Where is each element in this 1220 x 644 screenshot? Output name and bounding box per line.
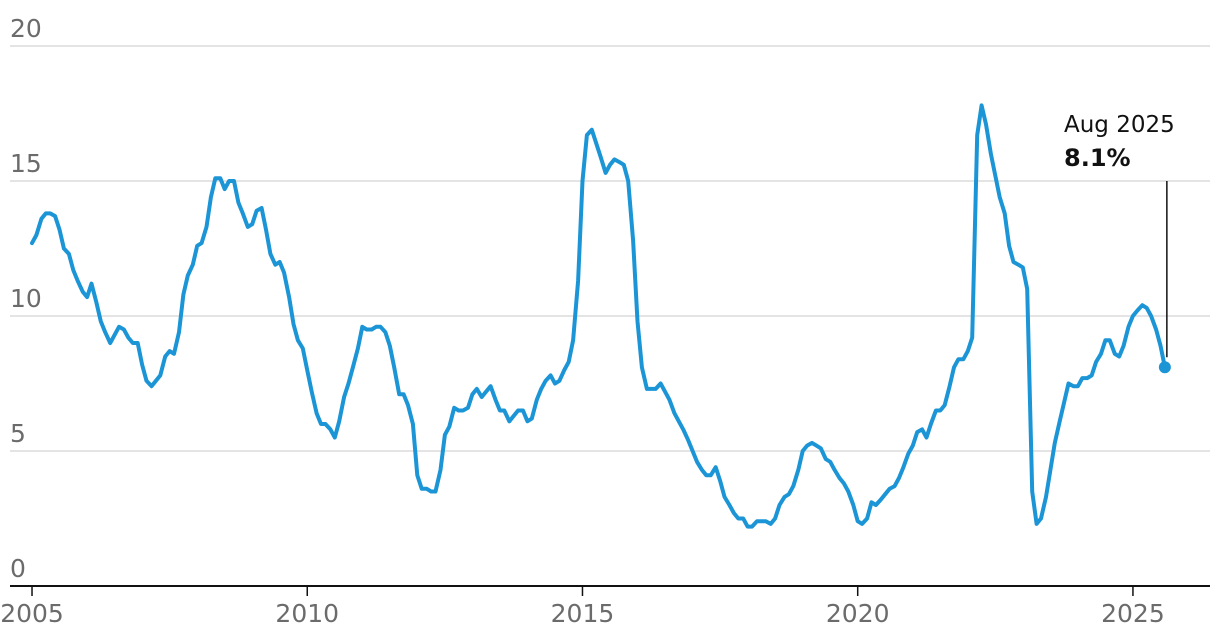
y-tick-label: 15 bbox=[10, 149, 42, 178]
y-tick-label: 10 bbox=[10, 284, 42, 313]
latest-point-marker bbox=[1158, 361, 1171, 374]
latest-value-annotation: Aug 2025 8.1% bbox=[1064, 112, 1175, 374]
x-tick-label: 2025 bbox=[1101, 599, 1165, 628]
y-tick-label: 0 bbox=[10, 554, 26, 583]
annotation-date-label: Aug 2025 bbox=[1064, 112, 1175, 138]
y-tick-labels: 0 5 10 15 20 bbox=[10, 14, 42, 583]
x-tick-label: 2015 bbox=[551, 599, 615, 628]
x-tick-label: 2020 bbox=[826, 599, 890, 628]
y-tick-label: 20 bbox=[10, 14, 42, 43]
y-tick-label: 5 bbox=[10, 419, 26, 448]
x-tick-label: 2005 bbox=[0, 599, 64, 628]
annotation-value-label: 8.1% bbox=[1064, 144, 1131, 172]
series-line bbox=[30, 103, 1167, 529]
x-axis: 2005 2010 2015 2020 2025 bbox=[0, 585, 1210, 628]
x-tick-label: 2010 bbox=[275, 599, 339, 628]
grid-lines bbox=[10, 45, 1210, 452]
